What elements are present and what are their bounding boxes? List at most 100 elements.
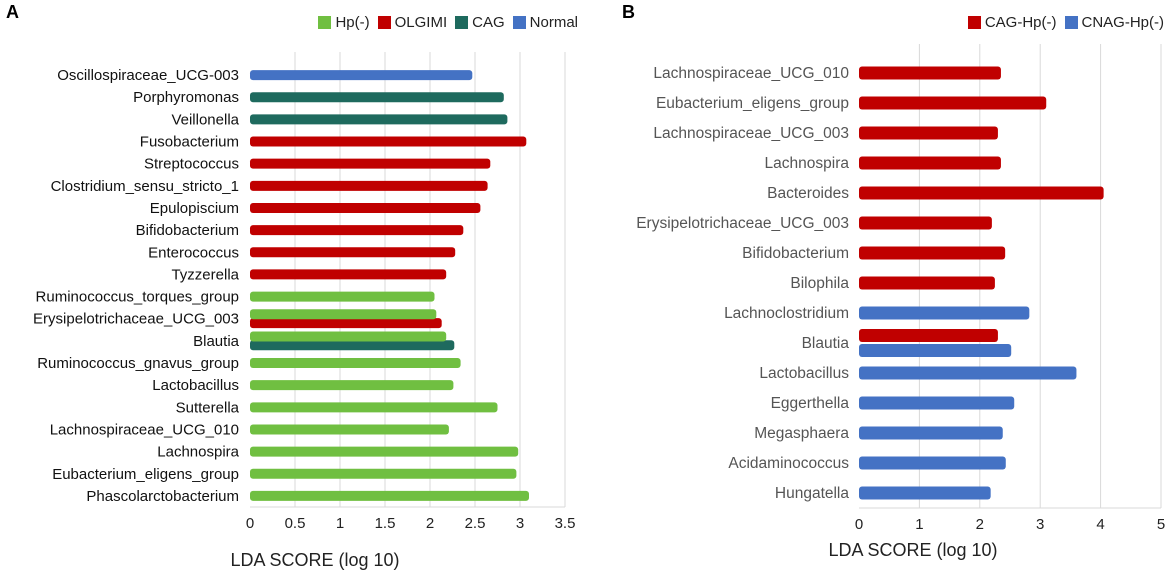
legend-item: CAG	[455, 14, 505, 31]
x-tick-label: 4	[1096, 516, 1104, 533]
bar-hp	[250, 490, 529, 501]
category-label: Lachnospiraceae_UCG_010	[50, 421, 239, 438]
bar-cag	[250, 114, 508, 125]
legend-b: CAG-Hp(-) CNAG-Hp(-)	[960, 14, 1164, 31]
category-label: Erysipelotrichaceae_UCG_003	[636, 215, 849, 232]
bar-cnag-hp	[859, 426, 1003, 440]
bar-hp	[250, 402, 498, 413]
category-label: Eubacterium_eligens_group	[656, 95, 849, 112]
legend-label: OLGIMI	[394, 14, 448, 31]
x-tick-label: 0	[246, 515, 254, 532]
legend-label: Hp(-)	[335, 14, 370, 31]
category-label: Sutterella	[176, 399, 240, 416]
category-label: Porphyromonas	[133, 89, 239, 106]
bar-olgimi	[250, 269, 447, 280]
category-label: Tyzzerella	[171, 266, 239, 283]
legend-label: CAG	[472, 14, 505, 31]
bar-hp	[250, 446, 519, 457]
x-tick-label: 1.5	[375, 515, 396, 532]
x-tick-label: 3	[516, 515, 524, 532]
bar-cnag-hp	[859, 456, 1006, 470]
bar-olgimi	[250, 318, 442, 329]
category-label: Eggerthella	[771, 395, 850, 412]
legend-item: CAG-Hp(-)	[967, 14, 1057, 31]
x-tick-label: 1	[336, 515, 344, 532]
category-label: Bilophila	[790, 275, 849, 292]
category-label: Epulopiscium	[150, 200, 239, 217]
bar-normal	[250, 70, 473, 81]
chart-b: 0 1 2 3 4 5 LDA SCORE (log 10) Lachnospiraceae_…	[636, 44, 1165, 560]
category-label: Fusobacterium	[140, 134, 239, 151]
bar-hp	[250, 291, 435, 302]
bar-hp	[250, 358, 461, 369]
bar-cag-hp	[859, 246, 1006, 260]
bar-cag-hp	[859, 126, 998, 140]
category-label: Enterococcus	[148, 244, 239, 261]
category-label: Blautia	[802, 335, 850, 352]
panel-label-b: B	[622, 2, 635, 22]
category-label: Bacteroides	[767, 185, 849, 202]
category-label: Lactobacillus	[152, 377, 239, 394]
category-label: Bifidobacterium	[742, 245, 849, 262]
x-tick-label: 3	[1036, 516, 1044, 533]
legend-swatch	[318, 16, 332, 29]
bar-cnag-hp	[859, 344, 1012, 357]
legend-item: OLGIMI	[377, 14, 448, 31]
bar-olgimi	[250, 202, 481, 213]
category-label: Veillonella	[171, 111, 239, 128]
bar-cag-hp	[859, 329, 998, 342]
bar-hp	[250, 380, 454, 391]
bar-cag-hp	[859, 66, 1001, 80]
legend-label: CAG-Hp(-)	[984, 14, 1057, 31]
category-label: Hungatella	[775, 485, 849, 502]
x-tick-label: 0.5	[285, 515, 306, 532]
x-tick-label: 2	[976, 516, 984, 533]
bar-cag-hp	[859, 156, 1001, 170]
bar-cag	[250, 340, 455, 351]
category-label: Eubacterium_eligens_group	[52, 466, 239, 483]
legend-item: Hp(-)	[318, 14, 370, 31]
category-label: Lachnospiraceae_UCG_010	[653, 65, 849, 82]
bar-cnag-hp	[859, 396, 1015, 410]
legend-swatch	[512, 16, 526, 29]
bar-hp	[250, 468, 517, 479]
bar-cag-hp	[859, 96, 1047, 110]
bar-cag-hp	[859, 216, 992, 230]
legend-swatch	[1064, 16, 1078, 29]
x-tick-label: 3.5	[555, 515, 576, 532]
x-tick-label: 5	[1157, 516, 1165, 533]
bar-cnag-hp	[859, 366, 1077, 380]
legend-swatch	[377, 16, 391, 29]
bar-olgimi	[250, 158, 491, 169]
category-label: Oscillospiraceae_UCG-003	[57, 67, 239, 84]
x-axis-title: LDA SCORE (log 10)	[230, 550, 399, 570]
bar-olgimi	[250, 225, 464, 236]
x-tick-label: 1	[915, 516, 923, 533]
bar-cag-hp	[859, 276, 995, 290]
legend-swatch	[455, 16, 469, 29]
bar-cag	[250, 92, 504, 103]
bar-olgimi	[250, 136, 527, 147]
category-label: Bifidobacterium	[136, 222, 239, 239]
legend-item: Normal	[512, 14, 578, 31]
bar-olgimi	[250, 180, 488, 191]
legend-label: CNAG-Hp(-)	[1081, 14, 1165, 31]
category-label: Blautia	[193, 333, 240, 350]
legend-swatch	[967, 16, 981, 29]
category-label: Ruminococcus_torques_group	[36, 289, 239, 306]
category-label: Lactobacillus	[759, 365, 849, 382]
bar-olgimi	[250, 247, 456, 258]
legend-a: Hp(-) OLGIMI CAG Normal	[310, 14, 578, 31]
panel-label-a: A	[6, 2, 19, 22]
category-label: Lachnospiraceae_UCG_003	[653, 125, 849, 142]
bar-cnag-hp	[859, 306, 1030, 320]
category-label: Phascolarctobacterium	[86, 488, 239, 505]
bar-hp	[250, 331, 447, 342]
category-label: Lachnospira	[765, 155, 850, 172]
bar-hp	[250, 424, 449, 435]
x-tick-label: 2	[426, 515, 434, 532]
category-label: Acidaminococcus	[728, 455, 849, 472]
category-label: Streptococcus	[144, 156, 239, 173]
x-axis-title: LDA SCORE (log 10)	[828, 540, 997, 560]
